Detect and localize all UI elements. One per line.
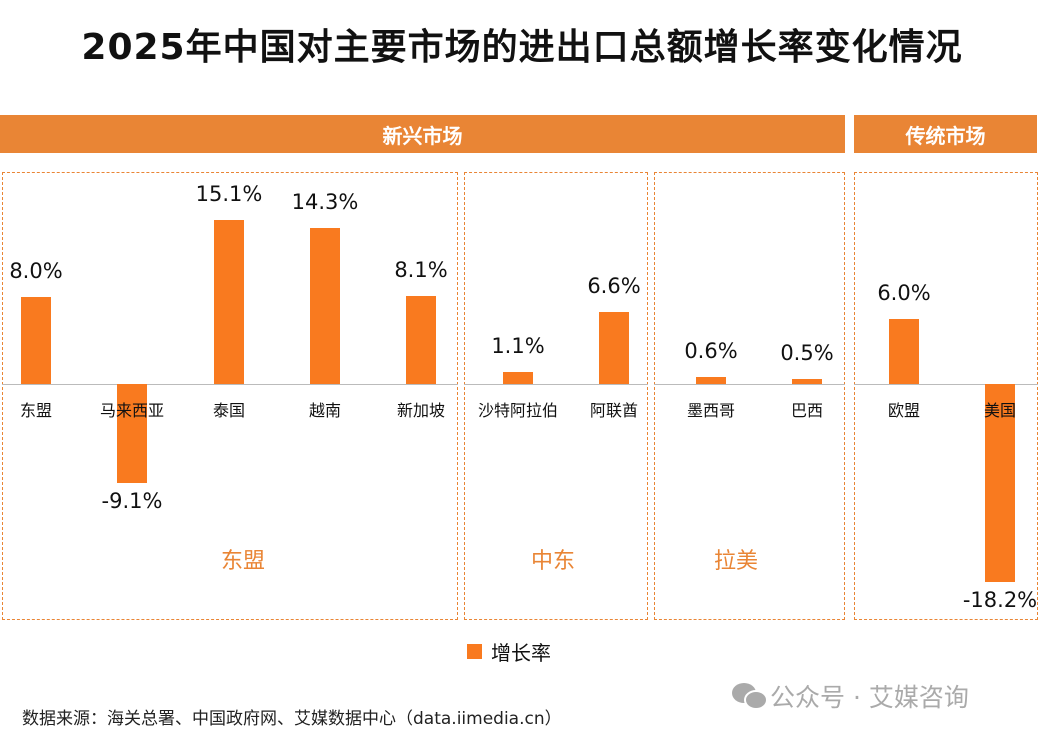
category-label: 越南 <box>308 401 342 420</box>
bar-8 <box>792 378 822 384</box>
panel-traditional <box>854 172 1038 620</box>
bar-5 <box>503 372 533 384</box>
watermark: 公众号 · 艾媒咨询 <box>730 678 969 714</box>
category-label: 马来西亚 <box>99 401 165 420</box>
zero-line <box>2 384 458 385</box>
value-label: 8.1% <box>394 257 448 282</box>
panel-asean <box>2 172 458 620</box>
panel-middle-east <box>464 172 648 620</box>
zero-line <box>654 384 845 385</box>
zero-line <box>854 384 1038 385</box>
bar-10 <box>985 384 1015 583</box>
legend: 增长率 <box>467 637 551 666</box>
source-note: 数据来源：海关总署、中国政府网、艾媒数据中心（data.iimedia.cn） <box>22 709 562 729</box>
category-label: 泰国 <box>212 401 246 420</box>
header-traditional-markets: 传统市场 <box>854 115 1037 153</box>
category-label: 墨西哥 <box>686 401 736 420</box>
value-label: -9.1% <box>101 489 163 513</box>
value-label: -18.2% <box>962 588 1038 613</box>
header-emerging-markets: 新兴市场 <box>0 115 845 153</box>
bar-4 <box>406 295 436 384</box>
value-label: 14.3% <box>291 190 359 215</box>
bar-3 <box>310 228 340 384</box>
category-label: 东盟 <box>19 401 53 420</box>
wechat-icon <box>732 683 768 710</box>
zero-line <box>464 384 648 385</box>
value-label: 8.0% <box>9 258 63 283</box>
bar-7 <box>696 377 726 384</box>
watermark-text: 公众号 · 艾媒咨询 <box>770 683 969 712</box>
category-label: 巴西 <box>790 401 824 420</box>
bar-1 <box>117 384 147 483</box>
group-label-asean: 东盟 <box>220 549 266 574</box>
value-label: 1.1% <box>491 334 545 359</box>
category-label: 沙特阿拉伯 <box>477 401 559 420</box>
bar-9 <box>889 318 919 384</box>
value-label: 6.6% <box>587 274 641 299</box>
value-label: 15.1% <box>195 181 263 206</box>
category-label: 美国 <box>983 401 1017 420</box>
bar-6 <box>599 312 629 384</box>
chart-title: 2025年中国对主要市场的进出口总额增长率变化情况 <box>81 27 963 68</box>
legend-label: 增长率 <box>491 641 551 665</box>
panel-latam <box>654 172 845 620</box>
group-label-middle-east: 中东 <box>530 549 576 574</box>
bar-2 <box>214 219 244 384</box>
value-label: 6.0% <box>877 280 931 305</box>
bar-0 <box>21 296 51 384</box>
group-label-latam: 拉美 <box>713 549 759 574</box>
category-label: 欧盟 <box>887 401 921 420</box>
legend-swatch <box>467 644 482 659</box>
value-label: 0.6% <box>684 339 738 364</box>
category-label: 阿联酋 <box>589 401 639 420</box>
value-label: 0.5% <box>780 340 834 365</box>
category-label: 新加坡 <box>396 401 446 420</box>
